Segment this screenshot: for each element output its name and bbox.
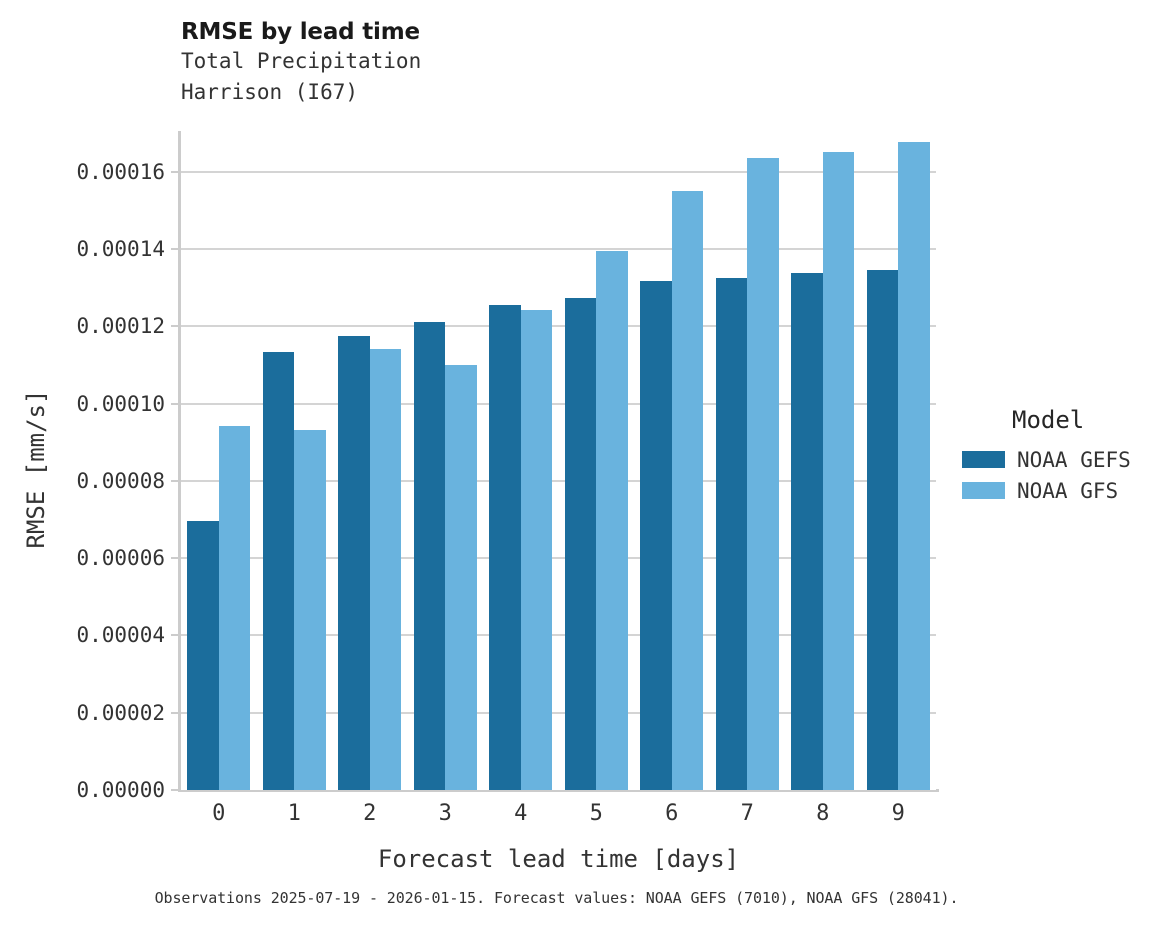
bar bbox=[671, 190, 704, 790]
legend-item[interactable]: NOAA GEFS bbox=[962, 444, 1172, 475]
title-block: RMSE by lead time Total Precipitation Ha… bbox=[181, 18, 941, 108]
gridline bbox=[181, 402, 936, 405]
y-tick-label: 0.00002 bbox=[76, 700, 165, 725]
bar bbox=[791, 273, 823, 790]
x-tick-label: 4 bbox=[514, 801, 528, 826]
y-tick-label: 0.00006 bbox=[76, 546, 165, 571]
bar bbox=[413, 321, 446, 790]
x-tick-label: 8 bbox=[816, 801, 830, 826]
legend-swatch-icon bbox=[962, 482, 1005, 499]
x-tick-label: 3 bbox=[438, 801, 452, 826]
gridline bbox=[181, 711, 936, 714]
bar bbox=[747, 157, 779, 790]
bar bbox=[866, 270, 899, 790]
bar bbox=[898, 141, 930, 790]
bar bbox=[218, 425, 251, 790]
y-tick-mark bbox=[171, 711, 178, 714]
page-title: RMSE by lead time bbox=[181, 19, 420, 45]
y-tick-label: 0.00008 bbox=[76, 468, 165, 493]
bar bbox=[520, 310, 553, 790]
x-tick-label: 6 bbox=[665, 801, 679, 826]
y-tick-label: 0.00010 bbox=[76, 391, 165, 416]
gridline bbox=[181, 170, 936, 173]
x-tick-label: 2 bbox=[363, 801, 377, 826]
y-tick-mark bbox=[171, 170, 178, 173]
legend-entries: NOAA GEFS NOAA GFS bbox=[962, 444, 1172, 506]
bar bbox=[369, 349, 402, 790]
x-axis-spine bbox=[178, 789, 939, 792]
y-axis-title: RMSE [mm/s] bbox=[22, 389, 50, 549]
x-tick-label: 9 bbox=[891, 801, 905, 826]
bar bbox=[822, 152, 855, 790]
x-tick-label: 5 bbox=[589, 801, 603, 826]
y-tick-mark bbox=[171, 557, 178, 560]
legend-item-label: NOAA GFS bbox=[1017, 478, 1119, 503]
chart-subtitle-station: Harrison (I67) bbox=[181, 80, 359, 104]
bar bbox=[262, 352, 295, 790]
y-tick-label: 0.00012 bbox=[76, 314, 165, 339]
y-tick-mark bbox=[171, 634, 178, 637]
gridline bbox=[181, 247, 936, 250]
x-tick-label: 1 bbox=[287, 801, 301, 826]
bar bbox=[187, 521, 219, 790]
bar bbox=[294, 429, 326, 790]
y-tick-label: 0.00000 bbox=[76, 778, 165, 802]
x-axis-title: Forecast lead time [days] bbox=[377, 845, 740, 873]
y-tick-label: 0.00014 bbox=[76, 236, 165, 261]
y-tick-mark bbox=[171, 402, 178, 405]
x-tick-label: 0 bbox=[212, 801, 226, 826]
bar bbox=[445, 364, 477, 790]
gridline bbox=[181, 557, 936, 560]
y-tick-mark bbox=[171, 479, 178, 482]
bar bbox=[715, 278, 748, 790]
y-tick-mark bbox=[171, 789, 178, 791]
y-tick-mark bbox=[171, 325, 178, 328]
y-axis-spine bbox=[178, 131, 181, 792]
legend-title: Model bbox=[1012, 406, 1085, 434]
footnote: Observations 2025-07-19 - 2026-01-15. Fo… bbox=[154, 889, 959, 907]
y-tick-mark bbox=[171, 247, 178, 250]
gridline bbox=[181, 325, 936, 328]
gridline bbox=[181, 479, 936, 482]
legend-item-label: NOAA GEFS bbox=[1017, 447, 1131, 472]
bar bbox=[564, 297, 597, 790]
x-tick-label: 7 bbox=[740, 801, 754, 826]
legend-item[interactable]: NOAA GFS bbox=[962, 475, 1172, 506]
gridline bbox=[181, 634, 936, 637]
bar bbox=[596, 251, 628, 790]
bar bbox=[489, 304, 521, 790]
y-tick-label: 0.00004 bbox=[76, 623, 165, 648]
bar bbox=[640, 281, 672, 790]
chart-subtitle-variable: Total Precipitation bbox=[181, 49, 422, 73]
plot-area bbox=[181, 133, 936, 790]
legend: Model NOAA GEFS NOAA GFS bbox=[962, 408, 1172, 506]
legend-swatch-icon bbox=[962, 451, 1005, 468]
y-tick-label: 0.00016 bbox=[76, 159, 165, 184]
bar bbox=[338, 335, 370, 790]
